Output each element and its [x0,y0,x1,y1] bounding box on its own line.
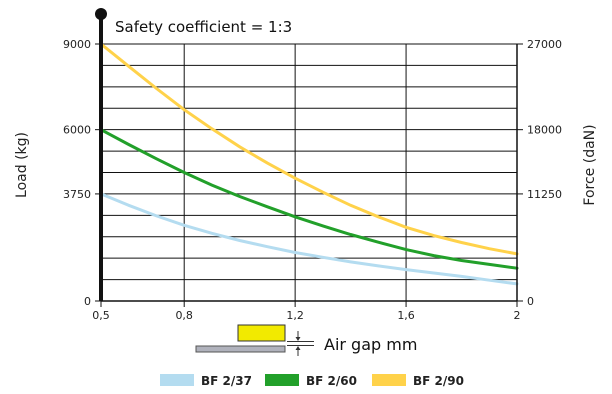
gap-arrow-down-icon [295,337,301,341]
gridlines [101,43,517,301]
x-tick-label: 0,5 [92,309,110,322]
x-axis-label: Air gap mm [324,335,417,354]
air-gap-diagram: Air gap mm [195,324,417,356]
y-right-label: Force (daN) [582,124,598,205]
x-tick-labels: 0,5 0,8 1,2 1,6 2 [92,301,521,322]
plate-block [195,345,286,353]
x-tick-label: 0,8 [175,309,193,322]
x-tick-label: 1,6 [397,309,415,322]
x-tick-label: 2 [514,309,521,322]
magnet-block [237,324,286,342]
y-left-tick-label: 0 [84,295,91,308]
series-line-bf-2-60 [99,128,519,270]
series-line-bf-2-37 [99,192,519,286]
y-right-tick-label: 0 [527,295,534,308]
y-right-tick-label: 27000 [527,38,562,51]
y-left-tick-label: 6000 [63,124,91,137]
legend-label: BF 2/37 [201,374,252,388]
y-left-tick-label: 3750 [63,188,91,201]
legend-label: BF 2/90 [413,374,464,388]
series-line-bf-2-90 [99,42,519,256]
series-lines [99,42,519,286]
y-left-tick-label: 9000 [63,38,91,51]
y-right-tick-label: 11250 [527,188,562,201]
y-right-tick-label: 18000 [527,124,562,137]
legend-swatch [160,374,194,386]
axis-top-dot [95,8,107,20]
legend-swatch [372,374,406,386]
legend-swatch [265,374,299,386]
gap-arrow-up-icon [295,346,301,350]
legend: BF 2/37 BF 2/60 BF 2/90 [160,374,464,388]
y-left-label: Load (kg) [14,132,30,198]
y-left-tick-labels: 0 3750 6000 9000 [63,38,101,308]
legend-label: BF 2/60 [306,374,357,388]
x-tick-label: 1,2 [286,309,304,322]
chart-title: Safety coefficient = 1:3 [115,18,292,36]
y-right-tick-labels: 0 11250 18000 27000 [517,38,562,308]
